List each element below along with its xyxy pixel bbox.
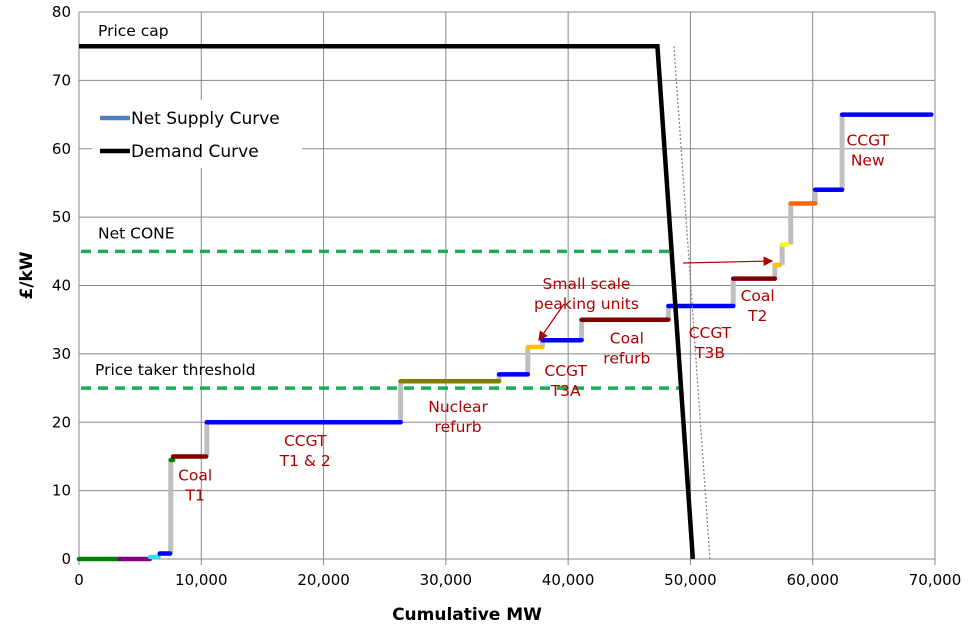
x-tick-label: 30,000 [420, 571, 473, 589]
y-tick-label: 50 [52, 208, 71, 226]
annotation-line: T2 [747, 307, 767, 325]
annotation-line: T1 [184, 486, 204, 504]
annotation-line: refurb [603, 350, 650, 368]
annotation-line: T3A [550, 382, 581, 400]
annotation-label: Nuclear refurb [428, 398, 488, 436]
y-tick-label: 30 [52, 345, 71, 363]
x-tick-label: 50,000 [664, 571, 717, 589]
threshold-label: Net CONE [98, 224, 175, 242]
annotation-line: New [851, 151, 885, 169]
y-tick-label: 40 [52, 277, 71, 295]
demand-curve [79, 43, 696, 560]
annotation-line: CCGT [846, 131, 889, 149]
annotation-line: T1 & 2 [279, 452, 331, 470]
annotation-line: Coal [741, 287, 775, 305]
y-tick-label: 0 [61, 550, 71, 568]
annotation-line: Small scale [543, 275, 631, 293]
annotation-label: CCGT T3A [544, 362, 587, 400]
annotation-label: Coal refurb [603, 330, 650, 368]
annotation-line: CCGT [284, 432, 327, 450]
y-tick-label: 20 [52, 413, 71, 431]
x-tick-label: 60,000 [786, 571, 839, 589]
annotation-line: peaking units [534, 295, 639, 313]
annotation-line: Nuclear [428, 398, 488, 416]
annotation-label: CCGT T1 & 2 [279, 432, 331, 470]
annotation-line: Coal [178, 466, 212, 484]
threshold-label: Price taker threshold [95, 361, 256, 379]
annotation-line: Coal [610, 330, 644, 348]
y-tick-label: 60 [52, 140, 71, 158]
annotation-label: Coal T2 [741, 287, 775, 325]
annotation-label: Small scale peaking units [534, 275, 639, 313]
x-axis-label: Cumulative MW [392, 605, 542, 625]
arrow-to-peaking-high [682, 256, 774, 266]
y-tick-label: 10 [52, 482, 71, 500]
annotation-line: T3B [694, 344, 725, 362]
annotation-label: CCGT New [846, 131, 889, 169]
annotation-line: refurb [435, 418, 482, 436]
annotation-line: CCGT [544, 362, 587, 380]
annotation-line: CCGT [689, 324, 732, 342]
x-tick-label: 70,000 [909, 571, 962, 589]
y-tick-label: 70 [52, 71, 71, 89]
price-cap-label: Price cap [98, 22, 169, 40]
x-tick-label: 20,000 [297, 571, 350, 589]
legend-label: Net Supply Curve [131, 109, 280, 129]
x-tick-label: 0 [74, 571, 84, 589]
legend-box [92, 100, 302, 168]
y-tick-label: 80 [52, 3, 71, 21]
legend-label: Demand Curve [131, 142, 259, 162]
x-tick-label: 10,000 [175, 571, 228, 589]
annotation-label: CCGT T3B [689, 324, 732, 362]
arrow-to-peaking-low [538, 303, 565, 341]
dotted-reference-line [673, 46, 711, 560]
y-axis-label: £/kW [17, 251, 37, 299]
annotation-label: Coal T1 [178, 466, 212, 504]
x-tick-label: 40,000 [542, 571, 595, 589]
